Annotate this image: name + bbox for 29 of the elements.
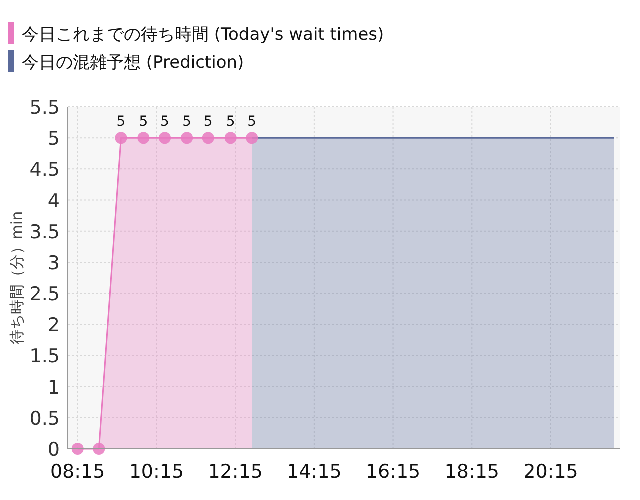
data-label: 5 bbox=[204, 114, 213, 130]
y-tick-label: 4.5 bbox=[30, 159, 60, 182]
legend-label: 今日これまでの待ち時間 (Today's wait times) bbox=[22, 25, 384, 45]
x-tick-label: 16:15 bbox=[366, 461, 421, 483]
data-label: 5 bbox=[182, 114, 192, 130]
y-tick-label: 4 bbox=[48, 190, 60, 212]
y-tick-label: 1 bbox=[48, 376, 60, 399]
x-tick-label: 08:15 bbox=[50, 461, 106, 483]
y-tick-label: 5 bbox=[48, 128, 60, 150]
data-label: 5 bbox=[160, 114, 170, 130]
y-tick-label: 0 bbox=[48, 439, 60, 461]
y-axis-title: 待ち時間（分）min bbox=[8, 211, 26, 345]
y-tick-label: 2 bbox=[48, 314, 60, 337]
y-tick-label: 0.5 bbox=[30, 408, 60, 430]
legend-label: 今日の混雑予想 (Prediction) bbox=[22, 53, 244, 73]
data-label: 5 bbox=[248, 114, 257, 130]
x-tick-label: 20:15 bbox=[524, 461, 578, 483]
data-label: 5 bbox=[226, 114, 236, 130]
x-tick-label: 10:15 bbox=[129, 461, 184, 483]
data-label: 5 bbox=[116, 114, 126, 130]
x-tick-label: 14:15 bbox=[287, 461, 342, 483]
y-tick-label: 5.5 bbox=[30, 97, 60, 119]
y-tick-label: 3.5 bbox=[30, 221, 60, 244]
y-tick-label: 1.5 bbox=[30, 346, 60, 368]
x-tick-label: 12:15 bbox=[208, 461, 263, 483]
data-label: 5 bbox=[139, 114, 148, 130]
y-tick-label: 3 bbox=[48, 252, 60, 274]
x-tick-label: 18:15 bbox=[444, 461, 500, 483]
y-tick-label: 2.5 bbox=[30, 284, 60, 306]
